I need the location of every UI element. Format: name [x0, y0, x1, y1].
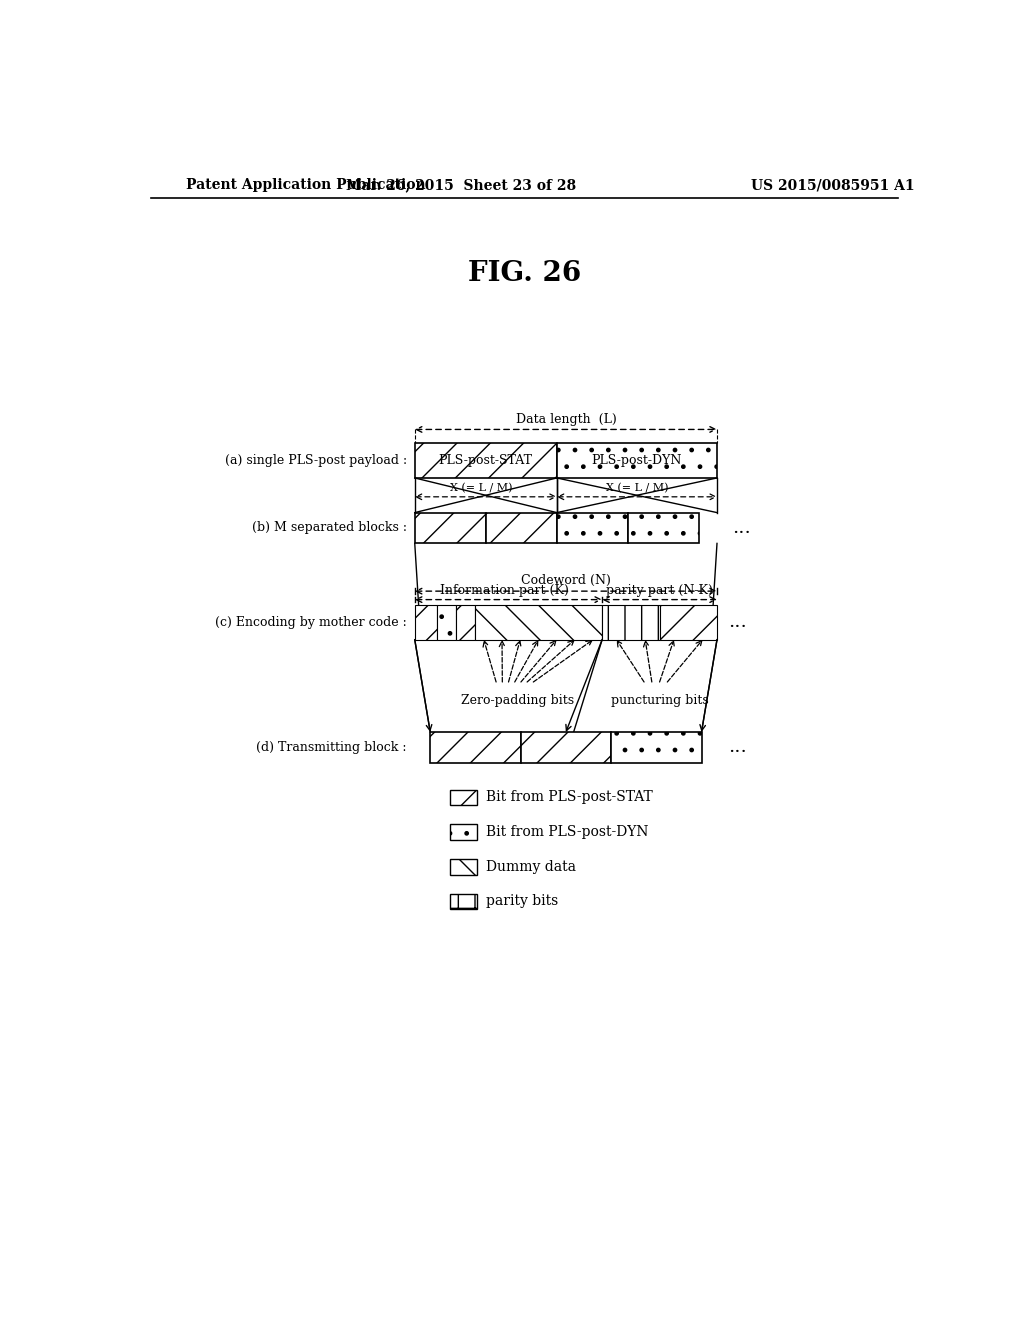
Bar — [450, 859, 477, 875]
Text: parity bits: parity bits — [486, 895, 558, 908]
Bar — [415, 512, 485, 544]
Bar — [557, 444, 717, 478]
Text: parity part (N-K): parity part (N-K) — [606, 583, 713, 597]
Text: X (= L / M): X (= L / M) — [451, 483, 513, 494]
Text: ...: ... — [729, 738, 748, 756]
Text: Bit from PLS-post-STAT: Bit from PLS-post-STAT — [486, 791, 653, 804]
Text: puncturing bits: puncturing bits — [610, 693, 709, 706]
Text: Codeword (N): Codeword (N) — [521, 574, 610, 587]
Text: (d) Transmitting block :: (d) Transmitting block : — [256, 741, 407, 754]
Bar — [430, 733, 520, 763]
Bar — [602, 605, 659, 640]
Text: Bit from PLS-post-DYN: Bit from PLS-post-DYN — [486, 825, 648, 840]
Bar — [415, 444, 557, 478]
Bar — [450, 825, 477, 840]
Bar — [475, 605, 602, 640]
Bar — [659, 605, 717, 640]
Text: US 2015/0085951 A1: US 2015/0085951 A1 — [752, 178, 915, 193]
Text: PLS-post-DYN: PLS-post-DYN — [592, 454, 682, 467]
Bar — [557, 512, 628, 544]
Bar — [415, 605, 437, 640]
Text: (b) M separated blocks :: (b) M separated blocks : — [252, 521, 407, 535]
Text: Information part (K): Information part (K) — [440, 583, 569, 597]
Text: Patent Application Publication: Patent Application Publication — [186, 178, 426, 193]
Bar — [611, 733, 701, 763]
Bar — [456, 605, 475, 640]
Text: ...: ... — [732, 519, 752, 537]
Text: Data length  (L): Data length (L) — [515, 413, 616, 426]
Text: (a) single PLS-post payload :: (a) single PLS-post payload : — [225, 454, 407, 467]
Text: Mar. 26, 2015  Sheet 23 of 28: Mar. 26, 2015 Sheet 23 of 28 — [346, 178, 577, 193]
Text: X (= L / M): X (= L / M) — [605, 483, 668, 494]
Text: (c) Encoding by mother code :: (c) Encoding by mother code : — [215, 616, 407, 628]
Bar — [628, 512, 698, 544]
Text: ...: ... — [729, 614, 748, 631]
Bar — [520, 733, 611, 763]
Bar — [450, 789, 477, 805]
Bar — [450, 894, 477, 909]
Bar — [437, 605, 456, 640]
Text: Zero-padding bits: Zero-padding bits — [461, 693, 574, 706]
Text: Dummy data: Dummy data — [486, 859, 577, 874]
Text: PLS-post-STAT: PLS-post-STAT — [438, 454, 532, 467]
Bar — [485, 512, 557, 544]
Text: FIG. 26: FIG. 26 — [468, 260, 582, 288]
